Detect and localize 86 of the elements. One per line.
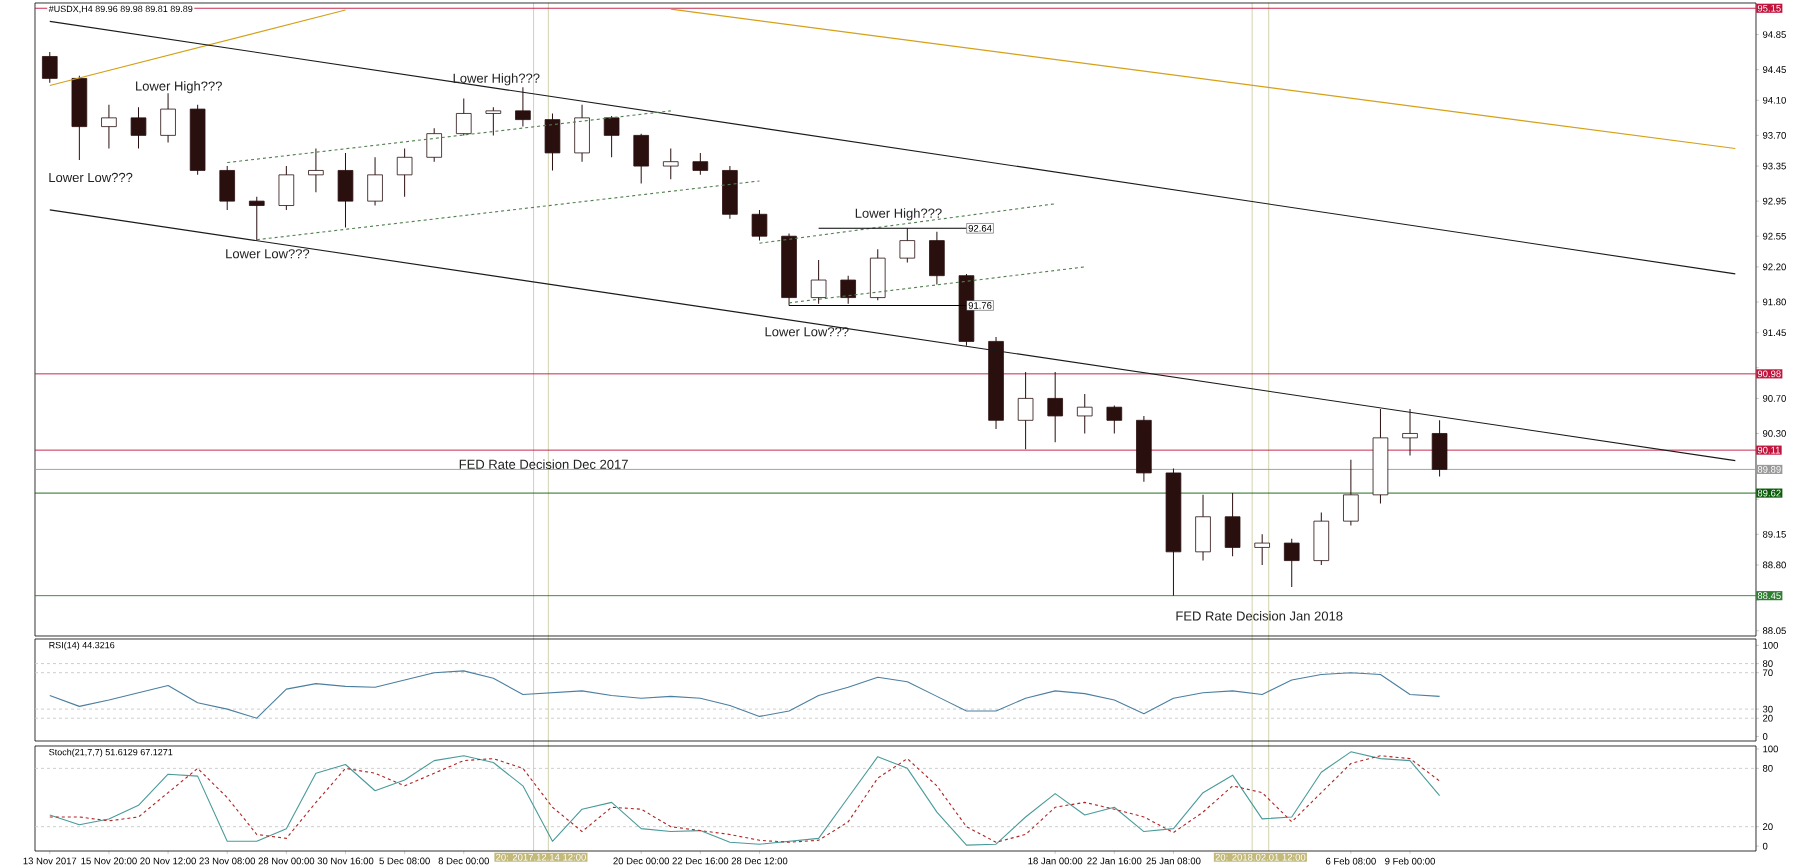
y-tick-label: 91.80: [1762, 298, 1786, 306]
candlestick: [1254, 533, 1270, 566]
y-tick-label: 92.55: [1762, 232, 1786, 240]
x-tick-label: 25 Jan 08:00: [1146, 857, 1201, 865]
candlestick: [1076, 393, 1093, 434]
text: 20: 2018.02.01 12:00: [1215, 853, 1306, 861]
y-tick-label: 92.20: [1762, 263, 1786, 271]
annotation: FED Rate Decision Jan 2018: [1176, 611, 1343, 621]
y-tick-label: 93.35: [1762, 162, 1786, 170]
annotation: Lower Low???: [765, 327, 849, 337]
candlestick: [1047, 371, 1063, 443]
x-tick-label: 22 Dec 16:00: [672, 857, 729, 865]
y-tick-label: 0: [1762, 842, 1768, 850]
y-tick-label: 88.80: [1762, 561, 1786, 569]
series-label: 92.64: [968, 224, 992, 232]
candlestick: [455, 98, 472, 136]
candlestick: [396, 148, 413, 198]
chart-title: #USDX,H4 89.96 89.98 89.81 89.89: [48, 5, 193, 14]
candlestick: [1017, 371, 1034, 450]
y-tick-label: 90.70: [1762, 395, 1786, 402]
candlestick: [130, 106, 147, 150]
y-tick-label: 80: [1762, 660, 1773, 667]
candlestick: [603, 115, 620, 158]
ref-line-label: 90.98: [1757, 370, 1781, 378]
y-tick-label: 80: [1762, 765, 1773, 772]
annotation: Lower High???: [855, 208, 942, 221]
series-label: 91.76: [968, 302, 992, 309]
candlestick: [692, 152, 709, 176]
y-tick-label: 94.85: [1762, 31, 1786, 38]
annotation: Lower Low???: [49, 172, 133, 183]
annotation: Lower High???: [136, 81, 222, 94]
ref-line-label: 89.89: [1757, 466, 1781, 473]
candlestick: [485, 106, 502, 136]
candlestick: [41, 51, 58, 84]
y-tick-label: 93.70: [1762, 132, 1786, 139]
x-tick-label: 22 Jan 16:00: [1087, 857, 1142, 865]
ref-line-label: 88.45: [1757, 592, 1781, 600]
candlestick: [515, 86, 531, 128]
x-tick-label: 5 Dec 08:00: [379, 857, 430, 865]
annotation: Lower Low???: [226, 249, 310, 259]
x-tick-label: 23 Nov 08:00: [199, 857, 256, 865]
text: 20: 2017.12.14 12:00: [496, 853, 586, 861]
candlestick: [248, 196, 265, 242]
x-tick-label: 20 Nov 12:00: [140, 857, 196, 865]
ref-line-label: 95.15: [1757, 4, 1781, 12]
x-tick-label: 8 Dec 00:00: [438, 857, 489, 865]
candlestick: [1106, 404, 1123, 434]
annotation: FED Rate Decision Dec 2017: [459, 459, 628, 469]
candlestick: [1402, 408, 1418, 456]
candlestick: [840, 275, 856, 305]
x-tick-label: 9 Feb 00:00: [1385, 857, 1435, 865]
candlestick: [101, 104, 117, 150]
ref-line-label: 90.11: [1757, 446, 1780, 454]
candlestick: [308, 148, 324, 193]
y-tick-label: 92.95: [1762, 197, 1786, 205]
chart-title: Stoch(21,7,7) 51.6129 67.1271: [49, 748, 173, 758]
candlestick: [426, 127, 442, 163]
x-tick-label: 20 Dec 00:00: [613, 857, 670, 865]
y-tick-label: 100: [1763, 642, 1778, 649]
y-tick-label: 100: [1763, 745, 1778, 753]
y-tick-label: 20: [1763, 823, 1773, 831]
y-tick-label: 91.45: [1762, 329, 1786, 337]
candlestick: [751, 209, 768, 242]
candlestick: [662, 148, 679, 180]
y-tick-label: 94.45: [1762, 66, 1786, 73]
chart-title: RSI(14) 44.3216: [49, 641, 115, 651]
x-tick-label: 15 Nov 20:00: [81, 857, 137, 865]
candlestick: [810, 259, 827, 305]
y-tick-label: 88.05: [1762, 627, 1786, 635]
x-tick-label: 13 Nov 2017: [23, 857, 77, 865]
candlestick: [899, 227, 916, 264]
y-tick-label: 30: [1762, 705, 1773, 713]
x-tick-label: 28 Nov 00:00: [258, 857, 315, 865]
y-tick-label: 20: [1762, 714, 1773, 722]
x-tick-label: 6 Feb 08:00: [1326, 857, 1376, 865]
ref-line-label: 89.62: [1757, 489, 1781, 497]
y-tick-label: 94.10: [1762, 96, 1786, 104]
y-tick-label: 90.30: [1762, 430, 1786, 437]
x-tick-label: 30 Nov 16:00: [317, 857, 374, 865]
y-tick-label: 89.15: [1762, 530, 1786, 538]
annotation: Lower High???: [453, 73, 540, 86]
y-tick-label: 70: [1763, 669, 1773, 677]
x-tick-label: 18 Jan 00:00: [1028, 857, 1083, 865]
x-tick-label: 28 Dec 12:00: [731, 857, 788, 865]
candlestick: [1283, 538, 1300, 588]
y-tick-label: 0: [1762, 733, 1768, 740]
